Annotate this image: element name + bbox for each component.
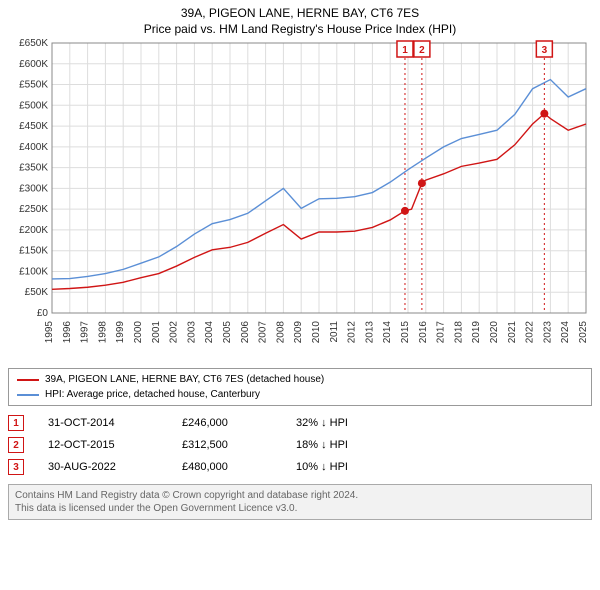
x-tick-label: 1999: [115, 321, 126, 344]
x-tick-label: 2010: [311, 321, 322, 344]
y-tick-label: £250K: [19, 204, 48, 215]
y-tick-label: £300K: [19, 184, 48, 195]
x-tick-label: 2015: [400, 321, 411, 344]
marker-row-box: 3: [8, 459, 24, 475]
x-tick-label: 2004: [204, 321, 215, 344]
markers-table: 1 31-OCT-2014 £246,000 32% ↓ HPI 2 12-OCT-201…: [8, 412, 592, 478]
price-chart: £0 £50K £100K £150K £200K £250K £300K £350K £400…: [8, 37, 592, 362]
chart-svg: £0 £50K £100K £150K £200K £250K £300K £350K £400…: [8, 37, 592, 357]
footer-line-2: This data is licensed under the Open Gov…: [15, 502, 585, 515]
y-tick-label: £350K: [19, 163, 48, 174]
x-tick-label: 2022: [525, 321, 536, 344]
marker-date: 31-OCT-2014: [48, 417, 158, 429]
legend-label: HPI: Average price, detached house, Cant…: [45, 387, 260, 402]
x-tick-label: 2003: [186, 321, 197, 344]
marker-row-box: 2: [8, 437, 24, 453]
x-tick-label: 2008: [275, 321, 286, 344]
x-tick-label: 2002: [169, 321, 180, 344]
title-line-1: 39A, PIGEON LANE, HERNE BAY, CT6 7ES: [8, 6, 592, 22]
x-tick-label: 1996: [62, 321, 73, 344]
marker-number: 2: [419, 45, 425, 56]
marker-dot: [540, 110, 548, 118]
x-tick-label: 2019: [471, 321, 482, 344]
footer-line-1: Contains HM Land Registry data © Crown c…: [15, 489, 585, 502]
x-tick-label: 2025: [578, 321, 589, 344]
y-tick-label: £200K: [19, 225, 48, 236]
legend-row: 39A, PIGEON LANE, HERNE BAY, CT6 7ES (de…: [17, 372, 583, 387]
legend-swatch: [17, 394, 39, 396]
y-tick-label: £600K: [19, 59, 48, 70]
x-tick-label: 1997: [80, 321, 91, 344]
legend-row: HPI: Average price, detached house, Cant…: [17, 387, 583, 402]
marker-date: 12-OCT-2015: [48, 439, 158, 451]
x-tick-label: 2021: [507, 321, 518, 344]
y-tick-label: £500K: [19, 100, 48, 111]
x-tick-label: 2016: [418, 321, 429, 344]
marker-dot: [418, 179, 426, 187]
x-tick-label: 2023: [542, 321, 553, 344]
x-tick-label: 2020: [489, 321, 500, 344]
y-tick-label: £0: [37, 308, 49, 319]
y-tick-label: £450K: [19, 121, 48, 132]
x-tick-label: 2001: [151, 321, 162, 344]
x-tick-label: 2014: [382, 321, 393, 344]
x-tick-label: 1998: [97, 321, 108, 344]
marker-number: 1: [402, 45, 408, 56]
x-tick-label: 2000: [133, 321, 144, 344]
marker-dot: [401, 207, 409, 215]
x-tick-label: 2017: [436, 321, 447, 344]
x-tick-label: 2012: [347, 321, 358, 344]
marker-price: £480,000: [182, 461, 272, 473]
y-tick-label: £100K: [19, 267, 48, 278]
x-tick-label: 2006: [240, 321, 251, 344]
y-tick-label: £650K: [19, 38, 48, 49]
x-tick-label: 1995: [44, 321, 55, 344]
marker-number: 3: [542, 45, 548, 56]
x-tick-label: 2011: [329, 321, 340, 343]
legend: 39A, PIGEON LANE, HERNE BAY, CT6 7ES (de…: [8, 368, 592, 406]
title-line-2: Price paid vs. HM Land Registry's House …: [8, 22, 592, 38]
x-tick-label: 2013: [364, 321, 375, 344]
marker-row: 2 12-OCT-2015 £312,500 18% ↓ HPI: [8, 434, 592, 456]
y-tick-label: £50K: [25, 287, 49, 298]
marker-price: £312,500: [182, 439, 272, 451]
marker-date: 30-AUG-2022: [48, 461, 158, 473]
marker-delta: 18% ↓ HPI: [296, 439, 348, 451]
x-tick-label: 2007: [258, 321, 269, 344]
footer: Contains HM Land Registry data © Crown c…: [8, 484, 592, 520]
marker-row-box: 1: [8, 415, 24, 431]
marker-delta: 10% ↓ HPI: [296, 461, 348, 473]
marker-price: £246,000: [182, 417, 272, 429]
marker-row: 1 31-OCT-2014 £246,000 32% ↓ HPI: [8, 412, 592, 434]
y-tick-label: £400K: [19, 142, 48, 153]
y-tick-label: £150K: [19, 246, 48, 257]
marker-row: 3 30-AUG-2022 £480,000 10% ↓ HPI: [8, 456, 592, 478]
y-tick-label: £550K: [19, 80, 48, 91]
x-tick-label: 2024: [560, 321, 571, 344]
x-tick-label: 2018: [453, 321, 464, 344]
x-tick-label: 2009: [293, 321, 304, 344]
legend-swatch: [17, 379, 39, 381]
marker-delta: 32% ↓ HPI: [296, 417, 348, 429]
x-tick-label: 2005: [222, 321, 233, 344]
legend-label: 39A, PIGEON LANE, HERNE BAY, CT6 7ES (de…: [45, 372, 324, 387]
